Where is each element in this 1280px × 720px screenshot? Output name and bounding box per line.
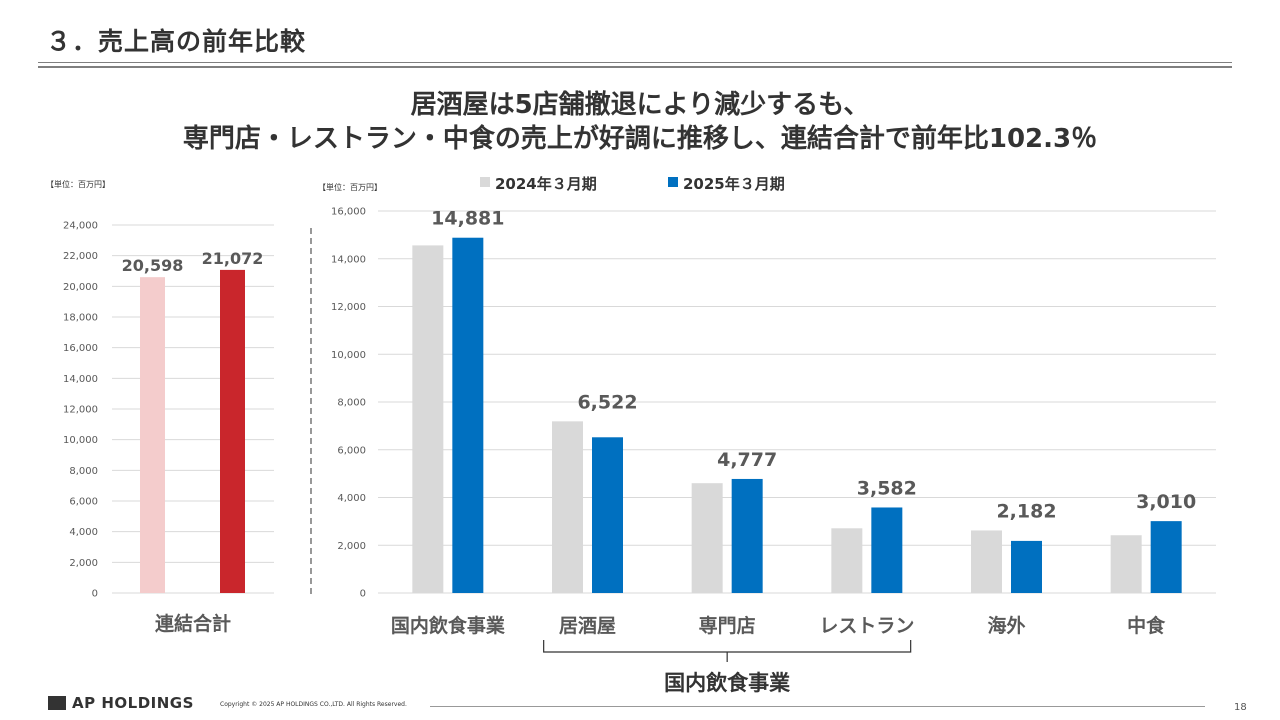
data-label: 3,582 <box>857 477 917 499</box>
group-bracket <box>543 640 912 662</box>
headline-line-1: 居酒屋は5店舗撤退により減少するも、 <box>410 90 870 120</box>
y-tick-label: 16,000 <box>63 343 98 354</box>
legend-label: 2025年３月期 <box>683 175 785 193</box>
bar-curr <box>731 478 763 593</box>
title-rule-thick <box>38 66 1232 68</box>
y-tick-label: 4,000 <box>337 493 366 504</box>
data-label: 2,182 <box>996 500 1056 522</box>
bar-prev <box>1110 535 1142 593</box>
category-label: 海外 <box>987 614 1025 637</box>
group-label: 国内飲食事業 <box>664 671 791 695</box>
y-tick-label: 12,000 <box>331 302 366 313</box>
bar-curr <box>220 269 245 593</box>
y-tick-label: 10,000 <box>331 350 366 361</box>
logo-mark-icon <box>48 696 66 710</box>
legend-label: 2024年３月期 <box>495 175 597 193</box>
y-tick-label: 22,000 <box>63 251 98 262</box>
y-tick-label: 4,000 <box>69 527 98 538</box>
y-tick-label: 2,000 <box>69 558 98 569</box>
title-rule <box>38 62 1232 63</box>
slide-title: ３．売上高の前年比較 <box>46 27 307 56</box>
y-tick-label: 20,000 <box>63 282 98 293</box>
category-label: 連結合計 <box>155 612 231 635</box>
y-tick-label: 0 <box>92 589 98 600</box>
bar-curr <box>1011 540 1042 593</box>
data-label: 6,522 <box>577 391 637 413</box>
headline-line-2: 専門店・レストラン・中食の売上が好調に推移し、連結合計で前年比102.3％ <box>182 124 1098 154</box>
y-tick-label: 2,000 <box>337 541 366 552</box>
bar-prev <box>971 530 1002 593</box>
data-label: 4,777 <box>717 449 777 471</box>
copyright-text: Copyright © 2025 AP HOLDINGS CO.,LTD. Al… <box>220 701 407 708</box>
y-tick-label: 6,000 <box>337 445 366 456</box>
bar-prev <box>552 421 583 593</box>
y-tick-label: 0 <box>360 589 366 600</box>
category-label: レストラン <box>819 615 914 637</box>
footer-brand: AP HOLDINGS <box>72 694 194 712</box>
page-number: 18 <box>1234 702 1247 713</box>
data-label: 21,072 <box>202 249 264 268</box>
bar-prev <box>831 528 863 593</box>
legend-swatch <box>668 177 678 187</box>
unit-label: 【単位：百万円】 <box>46 179 110 189</box>
category-label: 国内飲食事業 <box>391 614 506 637</box>
footer-logo: AP HOLDINGS <box>48 694 194 712</box>
data-label: 14,881 <box>431 208 504 230</box>
bar-curr <box>871 507 903 593</box>
footer-rule <box>430 706 1205 707</box>
y-tick-label: 14,000 <box>331 254 366 265</box>
bar-curr <box>1150 521 1182 593</box>
y-tick-label: 12,000 <box>63 405 98 416</box>
category-label: 中食 <box>1127 614 1166 637</box>
y-tick-label: 18,000 <box>63 313 98 324</box>
bar-curr <box>592 437 623 593</box>
y-tick-label: 10,000 <box>63 435 98 446</box>
data-label: 3,010 <box>1136 491 1196 513</box>
bar-curr <box>452 237 484 593</box>
y-tick-label: 8,000 <box>69 466 98 477</box>
bar-prev <box>140 277 165 593</box>
y-tick-label: 6,000 <box>69 497 98 508</box>
y-tick-label: 14,000 <box>63 374 98 385</box>
bar-prev <box>412 245 444 593</box>
unit-label: 【単位：百万円】 <box>318 182 382 192</box>
y-tick-label: 24,000 <box>63 221 98 232</box>
data-label: 20,598 <box>122 256 184 275</box>
category-label: 居酒屋 <box>559 615 616 637</box>
category-label: 専門店 <box>699 614 756 637</box>
y-tick-label: 8,000 <box>337 398 366 409</box>
legend-swatch <box>480 177 490 187</box>
y-tick-label: 16,000 <box>331 207 366 218</box>
bar-prev <box>691 483 723 593</box>
